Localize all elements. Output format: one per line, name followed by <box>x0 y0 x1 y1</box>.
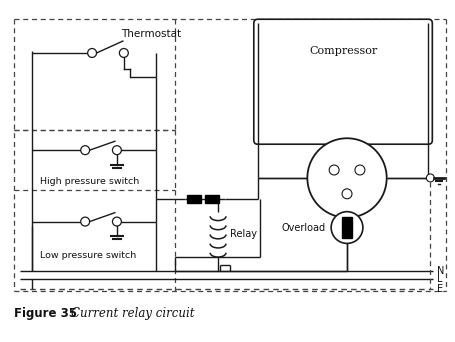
FancyBboxPatch shape <box>253 19 431 144</box>
Text: Current relay circuit: Current relay circuit <box>71 307 194 320</box>
Text: L: L <box>436 274 442 284</box>
Text: E: E <box>436 284 442 294</box>
Circle shape <box>330 212 362 244</box>
Circle shape <box>425 174 433 182</box>
Bar <box>205 195 218 203</box>
Text: Overload: Overload <box>280 223 324 233</box>
Circle shape <box>112 217 121 226</box>
Circle shape <box>307 138 386 218</box>
Text: High pressure switch: High pressure switch <box>40 177 138 186</box>
Text: N: N <box>436 266 444 276</box>
Circle shape <box>81 146 90 155</box>
Circle shape <box>341 189 351 199</box>
Text: Low pressure switch: Low pressure switch <box>40 251 136 260</box>
Text: Relay: Relay <box>229 229 257 239</box>
Circle shape <box>81 217 90 226</box>
Text: Compressor: Compressor <box>308 46 376 56</box>
Circle shape <box>354 165 364 175</box>
Bar <box>341 216 351 238</box>
Circle shape <box>87 49 96 57</box>
Circle shape <box>119 49 128 57</box>
Circle shape <box>329 165 339 175</box>
Text: Figure 35: Figure 35 <box>14 307 76 320</box>
Circle shape <box>112 146 121 155</box>
Text: Thermostat: Thermostat <box>121 29 181 39</box>
Bar <box>187 195 201 203</box>
